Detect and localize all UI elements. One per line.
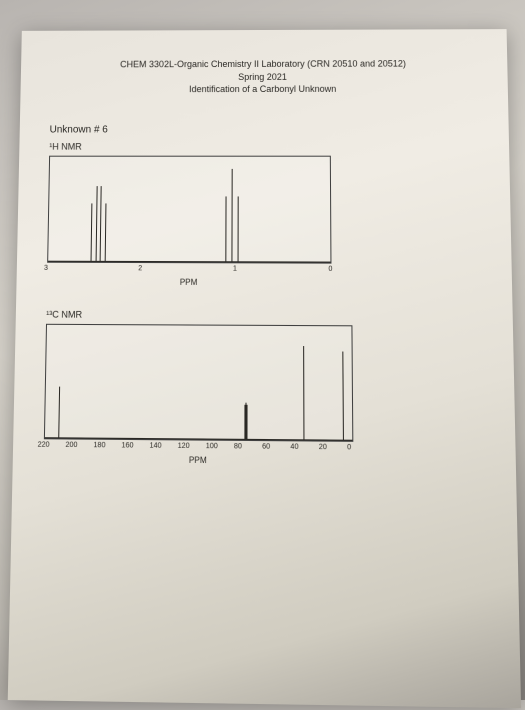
- hnmr-peak: [91, 204, 93, 262]
- cnmr-tick: 100: [206, 443, 218, 451]
- cnmr-tick: 200: [65, 441, 77, 449]
- cnmr-tick: 80: [234, 443, 242, 451]
- cnmr-section: ¹³C NMR 220200180160140120100806040200 P…: [43, 309, 484, 467]
- hnmr-tick: 0: [328, 265, 332, 272]
- cnmr-tick: 60: [262, 443, 270, 451]
- header-line-1: CHEM 3302L-Organic Chemistry II Laborato…: [51, 57, 477, 71]
- cnmr-tick: 120: [178, 442, 190, 450]
- header-line-3: Identification of a Carbonyl Unknown: [50, 83, 477, 96]
- cnmr-tick: 20: [319, 443, 327, 451]
- cnmr-title: ¹³C NMR: [46, 309, 482, 321]
- cnmr-peak: [343, 351, 345, 440]
- hnmr-plot: [47, 155, 331, 263]
- cnmr-axis-ticks: 220200180160140120100806040200: [44, 439, 354, 457]
- hnmr-peak: [237, 196, 238, 262]
- hnmr-xlabel: PPM: [47, 277, 332, 287]
- hnmr-peak: [231, 169, 232, 262]
- cnmr-peak: [246, 405, 247, 439]
- hnmr-peak: [95, 186, 97, 262]
- cnmr-peak: [304, 346, 305, 440]
- hnmr-peak: [105, 204, 107, 262]
- unknown-number: Unknown # 6: [49, 124, 478, 135]
- cnmr-tick: 140: [149, 442, 161, 450]
- document-page: CHEM 3302L-Organic Chemistry II Laborato…: [8, 29, 521, 708]
- header-line-2: Spring 2021: [50, 70, 477, 84]
- hnmr-tick: 1: [233, 265, 237, 272]
- cnmr-tick: 0: [347, 444, 351, 452]
- hnmr-title: ¹H NMR: [49, 141, 478, 151]
- hnmr-peak: [100, 186, 102, 262]
- page-header: CHEM 3302L-Organic Chemistry II Laborato…: [50, 57, 477, 96]
- cnmr-tick: 180: [93, 442, 105, 450]
- cnmr-tick: 160: [121, 442, 133, 450]
- cnmr-tick: 220: [38, 441, 50, 449]
- hnmr-section: ¹H NMR 3210 PPM ¹H NMR δ 1.06 ppm, tripl…: [47, 141, 481, 288]
- cnmr-plot: [44, 324, 353, 442]
- cnmr-peak: [58, 387, 60, 438]
- hnmr-tick: 3: [44, 265, 48, 272]
- hnmr-axis-ticks: 3 2 1 0: [47, 263, 332, 278]
- hnmr-peak: [226, 196, 227, 262]
- cnmr-tick: 40: [290, 443, 298, 451]
- hnmr-tick: 2: [138, 265, 142, 272]
